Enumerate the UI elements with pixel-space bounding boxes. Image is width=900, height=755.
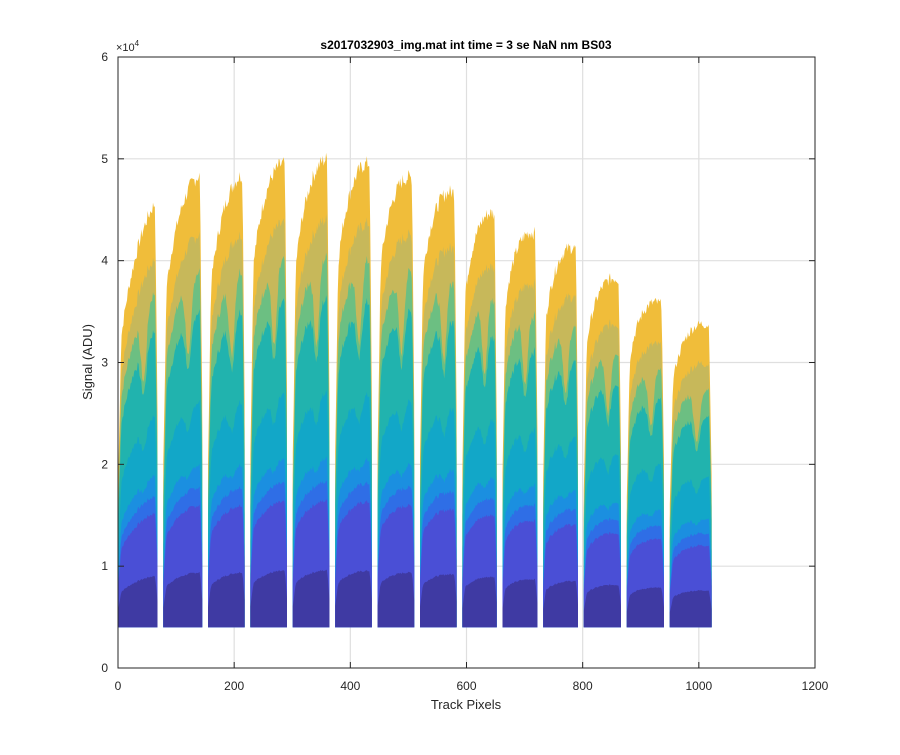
segment-3-base-layer [208, 571, 245, 628]
segment-1-base-layer [118, 575, 158, 628]
segment-7-base-layer [377, 571, 415, 628]
x-tick-label: 600 [456, 679, 476, 693]
segment-3 [208, 172, 245, 628]
segment-7 [377, 170, 415, 628]
chart-title: s2017032903_img.mat int time = 3 se NaN … [320, 38, 611, 52]
x-tick-label: 200 [224, 679, 244, 693]
segment-8-base-layer [420, 573, 457, 628]
area-series [118, 152, 712, 628]
segment-10-base-layer [502, 578, 538, 628]
y-tick-label: 5 [101, 152, 108, 166]
segment-11-base-layer [543, 580, 578, 628]
x-tick-label: 1200 [802, 679, 829, 693]
segment-13-base-layer [626, 587, 664, 628]
segment-9-base-layer [462, 576, 497, 628]
segment-5 [292, 152, 330, 628]
x-axis-label: Track Pixels [431, 697, 502, 712]
segment-8 [420, 185, 457, 628]
y-tick-label: 3 [101, 356, 108, 370]
segment-14 [669, 320, 712, 628]
segment-1 [118, 202, 158, 628]
segment-2-base-layer [163, 572, 203, 628]
segment-12-base-layer [583, 584, 621, 628]
y-tick-label: 1 [101, 559, 108, 573]
y-tick-label: 0 [101, 661, 108, 675]
y-tick-label: 4 [101, 254, 108, 268]
y-axis-multiplier-exponent: 4 [135, 39, 140, 48]
y-tick-label: 2 [101, 457, 108, 471]
y-axis-label: Signal (ADU) [80, 324, 95, 400]
segment-6-base-layer [335, 570, 372, 628]
segment-9 [462, 209, 497, 628]
segment-5-base-layer [292, 569, 330, 628]
x-tick-label: 1000 [685, 679, 712, 693]
segment-14-base-layer [669, 590, 712, 628]
y-tick-label: 6 [101, 50, 108, 64]
segment-2 [163, 172, 203, 628]
x-tick-label: 400 [340, 679, 360, 693]
segment-6 [335, 156, 372, 628]
segment-4 [250, 157, 287, 628]
segment-4-base-layer [250, 570, 287, 628]
segment-12 [583, 273, 621, 628]
x-tick-label: 800 [573, 679, 593, 693]
segment-10 [502, 226, 538, 628]
axis-ticks: 0 200 400 600 800 1000 1200 0 1 2 3 4 5 6 [101, 50, 828, 693]
segment-13 [626, 297, 664, 628]
segment-11 [543, 243, 578, 628]
y-axis-multiplier: ×104 [116, 39, 140, 54]
x-tick-label: 0 [115, 679, 122, 693]
